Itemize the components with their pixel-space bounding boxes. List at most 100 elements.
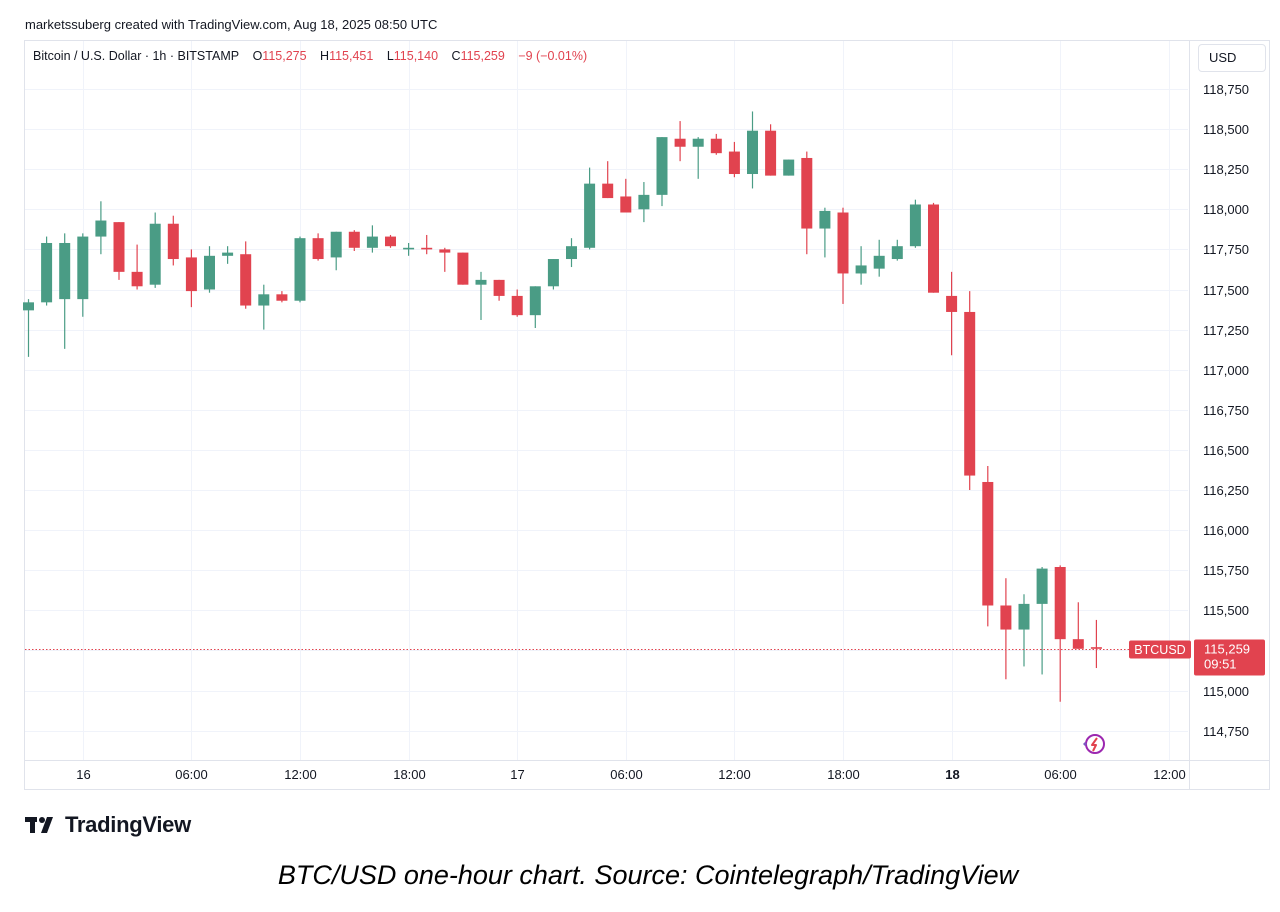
high-label: H bbox=[320, 49, 330, 63]
candle[interactable] bbox=[403, 242, 415, 256]
candle[interactable] bbox=[928, 202, 939, 293]
candle-body bbox=[59, 242, 71, 300]
candle[interactable] bbox=[819, 207, 831, 258]
candle-body bbox=[529, 286, 541, 316]
candle[interactable] bbox=[964, 291, 976, 490]
time-tick-label: 12:00 bbox=[284, 767, 317, 782]
candle[interactable] bbox=[1000, 578, 1012, 680]
candle[interactable] bbox=[330, 231, 342, 271]
candle[interactable] bbox=[946, 271, 958, 356]
low-label: L bbox=[386, 49, 394, 63]
candle[interactable] bbox=[620, 178, 632, 213]
close-value: 115,259 bbox=[460, 49, 505, 63]
candle-body bbox=[873, 255, 885, 269]
time-tick-label: 18:00 bbox=[393, 767, 426, 782]
currency-button[interactable]: USD bbox=[1198, 44, 1266, 72]
candle[interactable] bbox=[765, 124, 777, 176]
candle-body bbox=[710, 138, 722, 154]
candle[interactable] bbox=[131, 244, 143, 290]
candle[interactable] bbox=[421, 234, 433, 255]
candle[interactable] bbox=[855, 246, 867, 285]
time-tick-label: 18:00 bbox=[827, 767, 860, 782]
candle[interactable] bbox=[475, 271, 487, 320]
candle[interactable] bbox=[873, 239, 885, 277]
candle[interactable] bbox=[95, 201, 107, 255]
candle[interactable] bbox=[457, 252, 469, 285]
candle-body bbox=[656, 137, 668, 195]
candle[interactable] bbox=[783, 159, 795, 176]
candle-body bbox=[547, 259, 559, 287]
tradingview-logo[interactable]: TradingView bbox=[25, 812, 191, 838]
symbol-tag-label: BTCUSD bbox=[1134, 643, 1185, 657]
candle[interactable] bbox=[566, 238, 577, 268]
candle-body bbox=[692, 138, 704, 147]
candle-body bbox=[801, 157, 813, 229]
high-value: 115,451 bbox=[329, 49, 374, 63]
candle[interactable] bbox=[909, 199, 921, 248]
candle[interactable] bbox=[837, 207, 849, 304]
candle[interactable] bbox=[710, 133, 722, 155]
candle[interactable] bbox=[276, 291, 288, 303]
candle[interactable] bbox=[1054, 565, 1066, 702]
candle-body bbox=[855, 265, 867, 274]
candle[interactable] bbox=[149, 212, 161, 288]
candle[interactable] bbox=[348, 230, 360, 252]
tradingview-logo-icon bbox=[25, 817, 53, 833]
candle[interactable] bbox=[891, 239, 903, 261]
candle-body bbox=[421, 247, 433, 250]
candle[interactable] bbox=[240, 241, 252, 309]
candle[interactable] bbox=[59, 233, 71, 349]
symbol-legend: Bitcoin / U.S. Dollar · 1h · BITSTAMP O1… bbox=[33, 49, 587, 63]
candle[interactable] bbox=[982, 465, 994, 627]
candle[interactable] bbox=[801, 151, 813, 255]
candle[interactable] bbox=[584, 167, 596, 250]
candle-body bbox=[312, 238, 324, 260]
candle[interactable] bbox=[547, 259, 559, 290]
candle[interactable] bbox=[41, 236, 53, 306]
candle-body bbox=[439, 249, 451, 253]
last-price-value: 115,259 bbox=[1204, 642, 1250, 657]
candle[interactable] bbox=[1072, 602, 1084, 649]
candle[interactable] bbox=[656, 137, 668, 207]
candle-body bbox=[674, 138, 686, 147]
candle-body bbox=[77, 236, 89, 300]
candle[interactable] bbox=[674, 121, 686, 162]
candle[interactable] bbox=[439, 247, 451, 272]
candle[interactable] bbox=[312, 233, 324, 261]
candle[interactable] bbox=[1018, 594, 1030, 667]
candle[interactable] bbox=[204, 246, 215, 293]
candle[interactable] bbox=[294, 236, 306, 303]
candle-body bbox=[294, 238, 306, 301]
candle[interactable] bbox=[113, 222, 125, 280]
candle[interactable] bbox=[493, 279, 505, 301]
candle[interactable] bbox=[258, 284, 270, 330]
candle[interactable] bbox=[638, 182, 650, 223]
candle[interactable] bbox=[692, 137, 704, 179]
candle[interactable] bbox=[23, 299, 34, 357]
candle[interactable] bbox=[1090, 619, 1102, 669]
chart-frame[interactable] bbox=[24, 40, 1270, 790]
candle[interactable] bbox=[366, 225, 378, 253]
candle-body bbox=[964, 311, 976, 476]
candle[interactable] bbox=[529, 286, 541, 328]
figure-caption: BTC/USD one-hour chart. Source: Cointele… bbox=[277, 860, 1019, 890]
candle[interactable] bbox=[602, 161, 614, 199]
time-tick-label: 06:00 bbox=[610, 767, 643, 782]
candle[interactable] bbox=[385, 234, 396, 248]
candle[interactable] bbox=[747, 111, 758, 189]
price-tick-label: 117,000 bbox=[1203, 363, 1249, 378]
candles bbox=[23, 111, 1102, 702]
sparkle-icon[interactable] bbox=[1078, 730, 1108, 758]
candle[interactable] bbox=[1036, 566, 1048, 675]
candle[interactable] bbox=[222, 246, 234, 264]
candle[interactable] bbox=[185, 249, 197, 308]
candle[interactable] bbox=[511, 289, 523, 317]
bar-countdown: 09:51 bbox=[1204, 657, 1237, 672]
candle[interactable] bbox=[77, 233, 89, 317]
candle[interactable] bbox=[728, 141, 740, 178]
candle[interactable] bbox=[167, 215, 179, 266]
candle-body bbox=[95, 220, 107, 237]
price-tick-label: 118,750 bbox=[1203, 82, 1249, 97]
candle-body bbox=[149, 223, 161, 285]
